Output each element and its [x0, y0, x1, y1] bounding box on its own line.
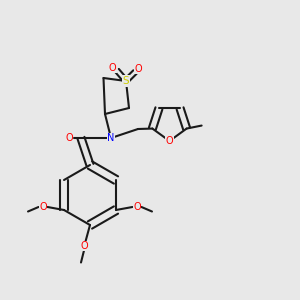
Text: N: N: [107, 133, 115, 143]
Text: O: O: [134, 64, 142, 74]
Text: S: S: [123, 76, 129, 86]
Text: O: O: [109, 62, 116, 73]
Text: O: O: [133, 202, 141, 212]
Text: O: O: [80, 241, 88, 251]
Text: O: O: [39, 202, 47, 212]
Text: O: O: [65, 133, 73, 143]
Text: O: O: [166, 136, 173, 146]
